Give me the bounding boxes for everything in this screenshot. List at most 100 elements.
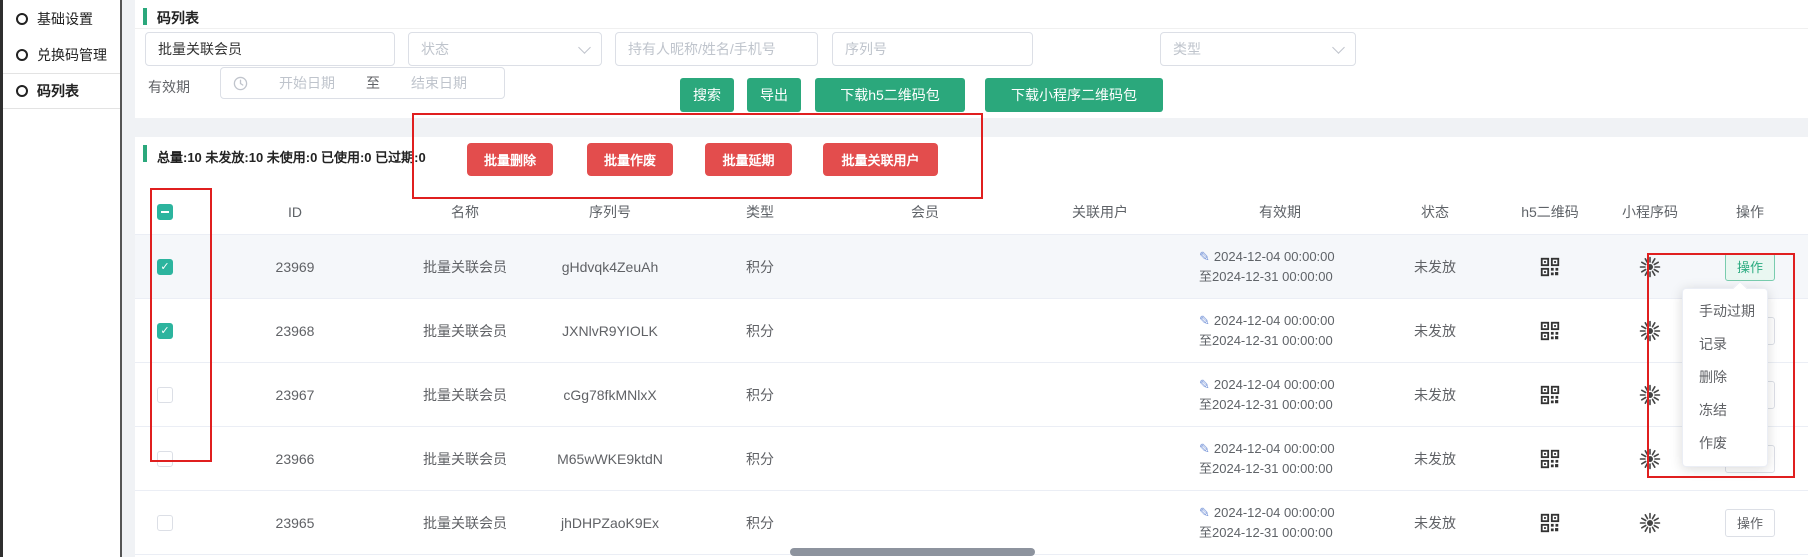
cell-id: 23968 [275,322,315,339]
code-table-panel: 总量:10 未发放:10 未使用:0 已使用:0 已过期:0 批量删除 批量作废… [135,137,1808,557]
circle-icon [16,49,28,61]
edit-validity-icon[interactable]: ✎ [1199,376,1210,392]
valid-to-text: 至2024-12-31 00:00:00 [1199,396,1333,412]
edit-validity-icon[interactable]: ✎ [1199,248,1210,264]
row-action-button[interactable]: 操作 [1725,252,1775,281]
sidebar-item-code-management[interactable]: 兑换码管理 [0,37,120,73]
menu-item-delete[interactable]: 删除 [1699,369,1727,385]
menu-item-void[interactable]: 作废 [1699,435,1727,451]
cell-id: 23969 [275,258,315,275]
valid-to-text: 至2024-12-31 00:00:00 [1199,460,1333,476]
valid-from-text: 2024-12-04 00:00:00 [1213,440,1335,456]
sidebar-item-code-list[interactable]: 码列表 [0,73,120,109]
edit-validity-icon[interactable]: ✎ [1199,440,1210,456]
valid-to-text: 至2024-12-31 00:00:00 [1199,268,1333,284]
summary-counts: 总量:10 未发放:10 未使用:0 已使用:0 已过期:0 [157,150,426,165]
cell-name: 批量关联会员 [423,322,507,339]
status-text: 未发放 [1414,450,1456,467]
search-button[interactable]: 搜索 [680,78,734,112]
code-table: ID 名称 序列号 类型 会员 关联用户 有效期 状态 h5二维码 小程序码 操… [135,190,1808,555]
title-accent-bar [143,8,147,25]
type-select[interactable]: 类型 [1160,32,1356,66]
col-header-linked-user: 关联用户 [1072,204,1128,220]
cell-serial: gHdvqk4ZeuAh [561,258,659,275]
row-action-button[interactable]: 操作 [1725,508,1775,537]
col-header-id: ID [288,204,302,220]
sidebar-item-label: 兑换码管理 [37,47,107,63]
valid-to-text: 至2024-12-31 00:00:00 [1199,332,1333,348]
row-checkbox[interactable] [157,450,173,467]
h5-qr-code-icon[interactable] [1539,384,1561,406]
page-title: 码列表 [157,10,199,26]
status-text: 未发放 [1414,322,1456,339]
sidebar-item-label: 码列表 [37,83,79,99]
validity-label: 有效期 [148,79,190,95]
batch-void-button[interactable]: 批量作废 [587,143,673,176]
select-all-checkbox[interactable] [157,204,173,220]
sidebar: 基础设置 兑换码管理 码列表 [0,0,122,557]
row-checkbox[interactable] [157,322,173,339]
col-header-validity: 有效期 [1259,204,1301,220]
cell-name: 批量关联会员 [423,258,507,275]
batch-delete-button[interactable]: 批量删除 [467,143,553,176]
table-row: 23968 批量关联会员 JXNlvR9YIOLK 积分 ✎2024-12-04… [135,299,1808,363]
cell-type: 积分 [746,322,774,339]
cell-id: 23966 [275,450,315,467]
h5-qr-code-icon[interactable] [1539,448,1561,470]
valid-from-text: 2024-12-04 00:00:00 [1213,248,1335,264]
cell-id: 23965 [275,514,315,531]
col-header-mini-code: 小程序码 [1622,204,1678,220]
export-button[interactable]: 导出 [747,78,801,112]
row-checkbox[interactable] [157,258,173,275]
col-header-serial: 序列号 [589,204,631,220]
action-dropdown-menu: 手动过期 记录 删除 冻结 作废 [1682,280,1768,467]
cell-serial: JXNlvR9YIOLK [562,322,658,339]
table-row: 23965 批量关联会员 jhDHPZaoK9Ex 积分 ✎ 2024-12-04… [135,491,1808,555]
filter-panel: 码列表 状态 类型 有效期 开始日期 至 结束日期 搜索 导出 下载h5二维码包… [135,0,1808,118]
miniprogram-code-icon[interactable] [1639,448,1661,470]
miniprogram-code-icon[interactable] [1639,320,1661,342]
sidebar-item-label: 基础设置 [37,11,93,27]
h5-qr-code-icon[interactable] [1539,320,1561,342]
h5-qr-code-icon[interactable] [1539,512,1561,534]
valid-to-text: 至2024-12-31 00:00:00 [1199,524,1333,540]
cell-validity: ✎ 2024-12-04 00:00:00 至2024-12-31 00:00:0… [1185,375,1375,415]
col-header-actions: 操作 [1736,204,1764,220]
table-row: 23967 批量关联会员 cGg78fkMNlxX 积分 ✎ 2024-12-04… [135,363,1808,427]
download-h5-qrcode-button[interactable]: 下载h5二维码包 [815,78,965,112]
date-range-picker[interactable]: 开始日期 至 结束日期 [220,67,505,99]
cell-serial: M65wWKE9ktdN [557,450,663,467]
chevron-down-icon [1332,40,1345,54]
holder-search-input[interactable] [615,32,818,66]
row-checkbox[interactable] [157,514,173,531]
table-body: 23969 批量关联会员 gHdvqk4ZeuAh 积分 ✎2024-12-04… [135,235,1808,555]
cell-validity: ✎ 2024-12-04 00:00:00 至2024-12-31 00:00:0… [1185,503,1375,543]
status-text: 未发放 [1414,258,1456,275]
serial-search-input[interactable] [832,32,1033,66]
status-text: 未发放 [1414,386,1456,403]
h5-qr-code-icon[interactable] [1539,256,1561,278]
col-header-member: 会员 [911,204,939,220]
summary-accent-bar [143,145,147,162]
edit-validity-icon[interactable]: ✎ [1199,312,1210,328]
circle-icon [16,85,28,97]
horizontal-scrollbar-thumb[interactable] [790,548,1035,556]
row-checkbox[interactable] [157,386,173,403]
batch-extend-button[interactable]: 批量延期 [705,143,792,176]
miniprogram-code-icon[interactable] [1639,512,1661,534]
member-search-input[interactable] [145,32,395,66]
batch-link-user-button[interactable]: 批量关联用户 [823,143,938,176]
sidebar-item-basic-settings[interactable]: 基础设置 [0,1,120,37]
menu-item-freeze[interactable]: 冻结 [1699,402,1727,418]
menu-item-manual-expire[interactable]: 手动过期 [1699,303,1755,319]
edit-validity-icon[interactable]: ✎ [1199,504,1210,520]
status-select[interactable]: 状态 [408,32,602,66]
download-miniprogram-qrcode-button[interactable]: 下载小程序二维码包 [985,78,1163,112]
cell-type: 积分 [746,258,774,275]
chevron-down-icon [578,40,591,54]
cell-type: 积分 [746,386,774,403]
miniprogram-code-icon[interactable] [1639,256,1661,278]
col-header-name: 名称 [451,204,479,220]
menu-item-records[interactable]: 记录 [1699,336,1727,352]
miniprogram-code-icon[interactable] [1639,384,1661,406]
